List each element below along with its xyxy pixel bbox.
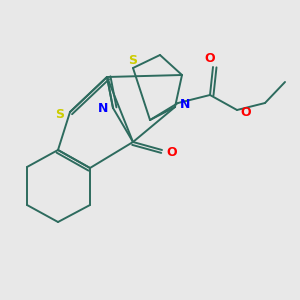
Text: O: O xyxy=(241,106,251,119)
Text: N: N xyxy=(180,98,190,110)
Text: N: N xyxy=(98,101,108,115)
Text: S: S xyxy=(128,55,137,68)
Text: O: O xyxy=(167,146,177,158)
Text: S: S xyxy=(56,107,64,121)
Text: O: O xyxy=(205,52,215,65)
